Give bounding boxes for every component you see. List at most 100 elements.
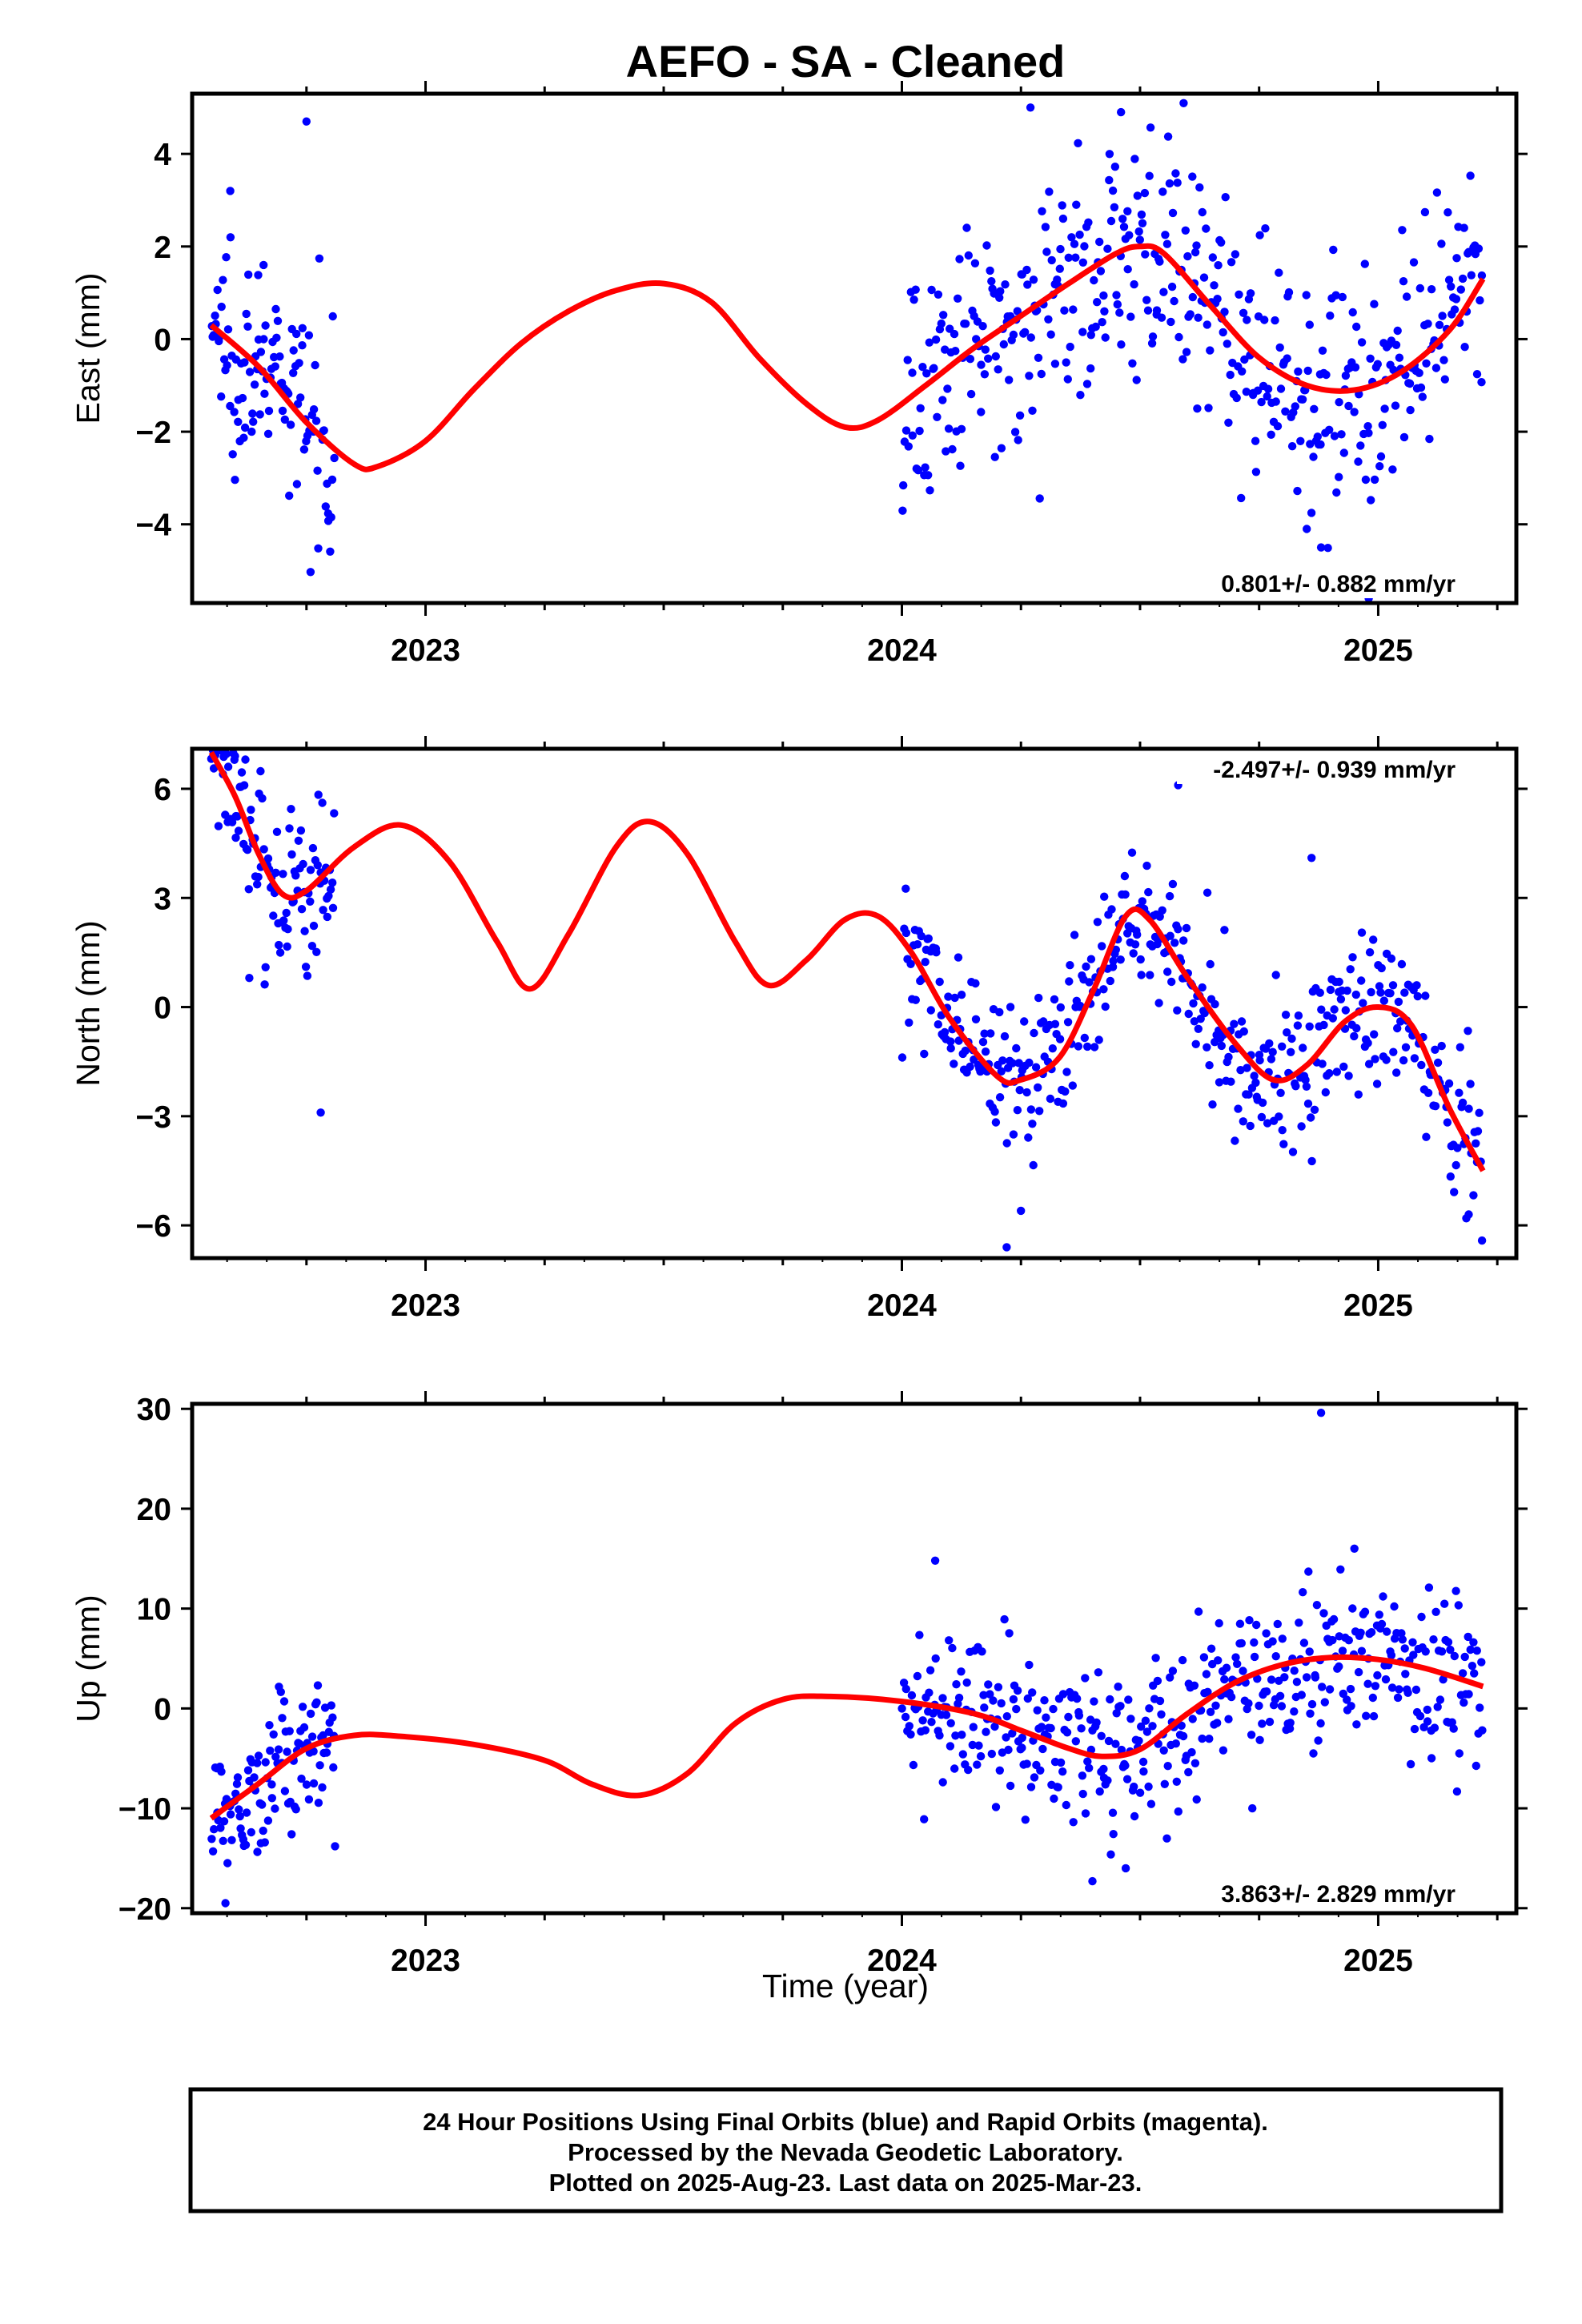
data-point — [1330, 432, 1339, 440]
data-point — [1184, 1009, 1193, 1019]
data-point — [1366, 354, 1375, 363]
data-point — [272, 333, 281, 342]
data-point — [1231, 1136, 1239, 1145]
data-point — [1058, 201, 1066, 210]
data-point — [1265, 1039, 1274, 1048]
data-point — [1273, 1619, 1283, 1629]
data-point — [1085, 978, 1094, 987]
data-point — [1184, 1767, 1193, 1777]
data-point — [1339, 448, 1349, 457]
data-point — [1058, 214, 1068, 223]
data-point — [979, 1691, 988, 1699]
data-point — [1142, 861, 1151, 870]
data-point — [1126, 312, 1135, 321]
data-point — [976, 1751, 986, 1761]
data-point — [1420, 207, 1430, 217]
data-point — [991, 352, 1001, 361]
y-tick-label: −2 — [136, 416, 171, 450]
y-tick-label: 30 — [137, 1393, 171, 1427]
data-point — [1056, 1758, 1066, 1767]
data-point — [1195, 183, 1204, 192]
data-point — [1136, 955, 1145, 964]
data-point — [927, 285, 936, 295]
data-point — [1188, 292, 1198, 302]
rate-label: 0.801+/- 0.882 mm/yr — [1221, 571, 1456, 597]
data-point — [1235, 1619, 1245, 1628]
data-point — [260, 1838, 269, 1847]
data-point — [1369, 935, 1378, 944]
data-point — [946, 1742, 955, 1751]
data-point — [1138, 897, 1147, 906]
data-point — [1002, 1139, 1011, 1148]
data-point — [1206, 346, 1215, 355]
data-point — [1476, 1703, 1484, 1712]
data-point — [1297, 1122, 1306, 1131]
data-point — [253, 1848, 262, 1856]
data-point — [1452, 254, 1461, 263]
data-point — [1023, 280, 1032, 289]
data-point — [1120, 871, 1130, 881]
data-point — [1010, 428, 1020, 436]
data-point — [1352, 1023, 1361, 1033]
data-point — [1090, 1043, 1099, 1051]
data-point — [1235, 290, 1243, 299]
data-point — [1338, 292, 1347, 302]
figure-title: AEFO - SA - Cleaned — [626, 36, 1066, 86]
data-point — [1168, 208, 1178, 218]
data-point — [244, 270, 253, 279]
data-point — [1302, 291, 1311, 300]
data-point — [1360, 259, 1370, 268]
data-point — [235, 1805, 243, 1814]
data-point — [1219, 1746, 1228, 1755]
footer-line-3: Plotted on 2025-Aug-23. Last data on 202… — [549, 2169, 1142, 2197]
data-point — [1083, 1757, 1092, 1766]
data-point — [1317, 1005, 1326, 1014]
data-point — [297, 905, 307, 914]
data-point — [916, 404, 925, 412]
data-point — [1061, 1087, 1070, 1096]
data-point — [1301, 1076, 1310, 1084]
data-point — [1103, 1776, 1112, 1785]
data-point — [1387, 1651, 1396, 1660]
data-point — [1444, 1079, 1454, 1088]
data-point — [328, 903, 338, 913]
data-point — [1244, 1090, 1253, 1099]
data-point — [1222, 1663, 1231, 1672]
data-point — [1186, 310, 1195, 319]
data-point — [1113, 300, 1122, 309]
x-tick-label: 2023 — [391, 1944, 460, 1978]
data-point — [1320, 1698, 1330, 1707]
data-point — [994, 1683, 1003, 1691]
data-point — [1070, 239, 1079, 248]
data-point — [1248, 1803, 1257, 1813]
data-point — [253, 1759, 262, 1767]
data-point — [283, 942, 291, 951]
data-point — [998, 1056, 1007, 1065]
data-point — [922, 369, 931, 378]
data-point — [948, 1643, 957, 1653]
data-point — [1303, 366, 1312, 376]
data-point — [1179, 936, 1188, 945]
data-point — [1183, 251, 1192, 261]
data-point — [1165, 891, 1174, 901]
data-point — [1152, 306, 1162, 315]
data-point — [285, 824, 294, 833]
data-point — [1253, 386, 1263, 395]
data-point — [1129, 949, 1138, 958]
y-axis-label: Up (mm) — [70, 1594, 106, 1722]
data-point — [1182, 348, 1191, 356]
data-point — [1078, 1771, 1087, 1780]
data-point — [1469, 1191, 1478, 1200]
data-point — [1005, 376, 1014, 384]
data-point — [1021, 328, 1030, 336]
data-point — [1076, 1001, 1085, 1011]
data-point — [311, 416, 321, 425]
data-point — [1246, 1121, 1255, 1131]
x-tick-label: 2025 — [1343, 1944, 1413, 1978]
data-point — [1431, 1607, 1440, 1617]
data-point — [1470, 1669, 1479, 1678]
data-point — [1443, 208, 1452, 217]
data-point — [292, 480, 302, 489]
data-point — [931, 1654, 940, 1663]
data-point — [1008, 1729, 1017, 1738]
